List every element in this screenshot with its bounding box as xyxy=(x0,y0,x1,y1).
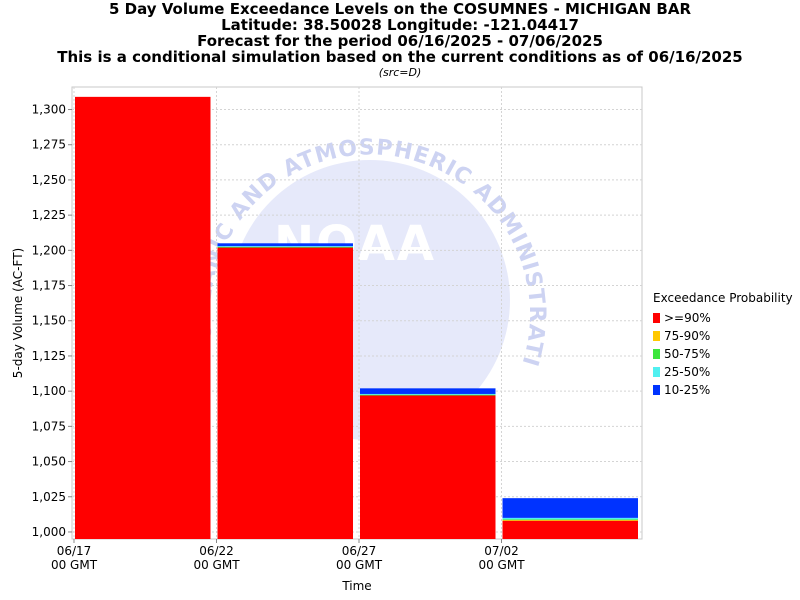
chart-title-block: 5 Day Volume Exceedance Levels on the CO… xyxy=(0,1,800,80)
y-tick-label: 1,050 xyxy=(32,455,66,469)
x-tick-label-gmt: 00 GMT xyxy=(336,558,383,572)
y-tick-label: 1,200 xyxy=(32,243,66,257)
legend-swatch xyxy=(653,349,660,359)
y-tick-label: 1,100 xyxy=(32,384,66,398)
x-tick-label-gmt: 00 GMT xyxy=(51,558,98,572)
legend: Exceedance Probability >=90% 75-90% 50-75%… xyxy=(653,289,793,399)
legend-swatch xyxy=(653,313,660,323)
bar-segment--90- xyxy=(75,96,211,540)
x-axis-label: Time xyxy=(341,579,371,593)
y-tick-label: 1,150 xyxy=(32,314,66,328)
legend-label: 10-25% xyxy=(664,383,711,397)
y-tick-label: 1,225 xyxy=(32,208,66,222)
legend-label: >=90% xyxy=(664,311,711,325)
legend-label: 50-75% xyxy=(664,347,711,361)
chart-subtitle-location: Latitude: 38.50028 Longitude: -121.04417 xyxy=(221,16,579,34)
legend-item: 50-75% xyxy=(653,345,793,363)
chart-subtitle-conditions: This is a conditional simulation based o… xyxy=(57,48,743,66)
bar-segment-10-25- xyxy=(360,388,496,394)
bar-segment--90- xyxy=(360,395,496,539)
x-tick-label-gmt: 00 GMT xyxy=(193,558,240,572)
legend-label: 25-50% xyxy=(664,365,711,379)
bar-segment-50-75- xyxy=(360,394,496,396)
y-tick-label: 1,000 xyxy=(32,525,66,539)
y-tick-label: 1,175 xyxy=(32,279,66,293)
bar-segment-25-50- xyxy=(217,246,353,247)
y-tick-label: 1,250 xyxy=(32,173,66,187)
bar-segment-50-75- xyxy=(502,519,638,521)
chart-subtitle-period: Forecast for the period 06/16/2025 - 07/… xyxy=(197,32,603,50)
legend-title: Exceedance Probability xyxy=(653,291,793,305)
y-tick-label: 1,075 xyxy=(32,419,66,433)
source-note: (src=D) xyxy=(378,66,422,79)
bar-segment-75-90- xyxy=(502,519,638,521)
legend-swatch xyxy=(653,331,660,341)
x-tick-label-date: 07/02 xyxy=(484,544,519,558)
legend-swatch xyxy=(653,367,660,377)
legend-item: >=90% xyxy=(653,309,793,327)
bar-segment--90- xyxy=(502,520,638,539)
legend-item: 75-90% xyxy=(653,327,793,345)
x-tick-label-date: 06/27 xyxy=(342,544,377,558)
bar-segment-50-75- xyxy=(217,246,353,248)
bar-segment-10-25- xyxy=(502,498,638,518)
legend-item: 10-25% xyxy=(653,381,793,399)
bar-segment--90- xyxy=(217,247,353,539)
x-tick-label-date: 06/17 xyxy=(57,544,92,558)
chart-title: 5 Day Volume Exceedance Levels on the CO… xyxy=(108,0,691,18)
x-tick-label-date: 06/22 xyxy=(199,544,234,558)
bar-segment-25-50- xyxy=(502,517,638,520)
x-tick-label-gmt: 00 GMT xyxy=(478,558,525,572)
legend-item: 25-50% xyxy=(653,363,793,381)
bar-segment-10-25- xyxy=(217,243,353,247)
legend-label: 75-90% xyxy=(664,329,711,343)
legend-swatch xyxy=(653,385,660,395)
y-tick-label: 1,125 xyxy=(32,349,66,363)
y-tick-label: 1,300 xyxy=(32,103,66,117)
y-tick-label: 1,275 xyxy=(32,138,66,152)
y-tick-label: 1,025 xyxy=(32,490,66,504)
bar-segment-25-50- xyxy=(360,393,496,395)
y-axis-label: 5-day Volume (AC-FT) xyxy=(11,248,25,378)
